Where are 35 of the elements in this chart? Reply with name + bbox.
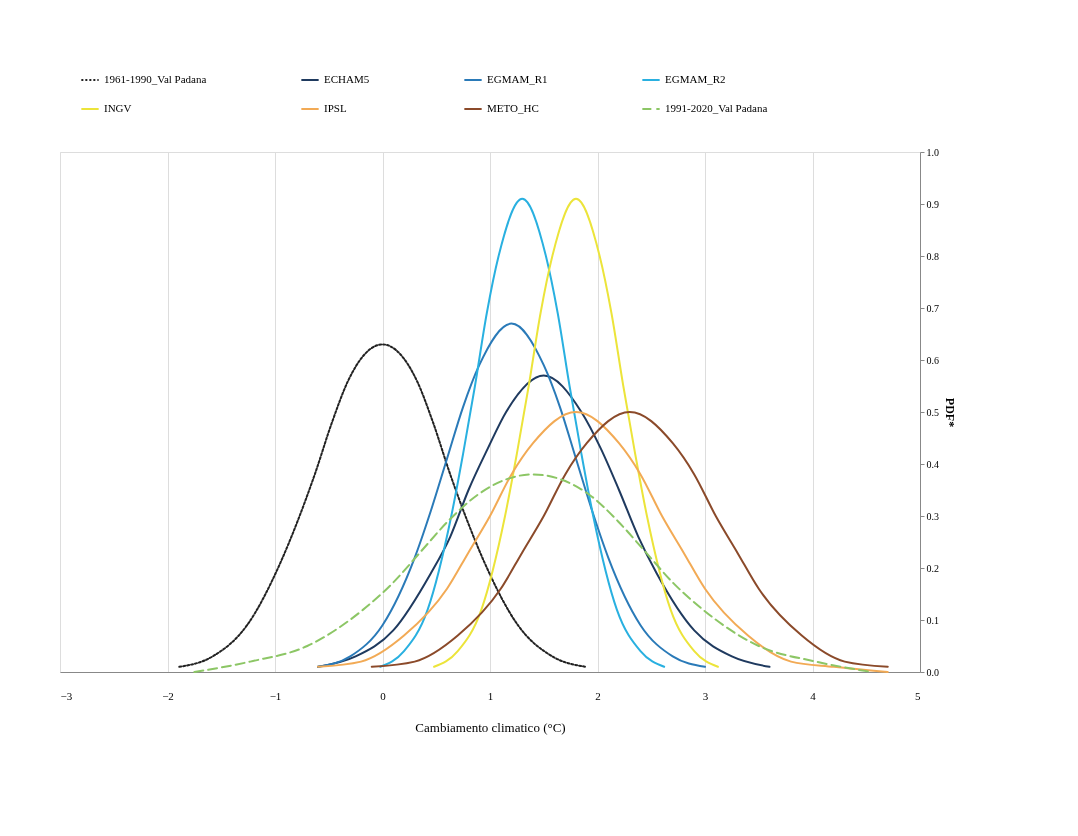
y-tick-label: 0.8 — [926, 250, 939, 262]
legend-label: INGV — [104, 102, 132, 114]
legend-label: 1991-2020_Val Padana — [665, 102, 768, 114]
x-tick-label: 1 — [487, 689, 494, 702]
y-tick-label: 0.3 — [926, 510, 939, 522]
x-tick-label: 3 — [702, 689, 709, 702]
y-tick-label: 0.5 — [926, 406, 939, 418]
legend-label: IPSL — [324, 102, 347, 114]
x-tick-label: −2 — [162, 689, 174, 702]
line-series — [433, 197, 719, 668]
legend-label: 1961-1990_Val Padana — [104, 73, 207, 85]
x-tick-label: 4 — [810, 689, 817, 702]
line-series — [379, 197, 666, 668]
y-tick-label: 0.6 — [926, 354, 939, 366]
legend-label: METO_HC — [487, 102, 539, 114]
x-tick-label: 2 — [595, 689, 601, 702]
x-tick-label: 0 — [380, 689, 387, 702]
y-tick-label: 0.2 — [926, 562, 939, 574]
line-series — [317, 322, 706, 668]
y-tick-label: 1.0 — [926, 146, 939, 158]
legend-label: EGMAM_R1 — [487, 73, 548, 85]
y-tick-label: 0.9 — [926, 198, 939, 210]
y-tick-label: 0.4 — [926, 458, 939, 470]
x-tick-label: 5 — [915, 689, 921, 702]
y-tick-label: 0.7 — [926, 302, 939, 314]
legend-label: EGMAM_R2 — [665, 73, 726, 85]
x-tick-label: −3 — [60, 689, 73, 702]
line-series — [317, 374, 771, 668]
y-axis-title: PDF* — [943, 397, 957, 428]
legend-label: ECHAM5 — [324, 73, 370, 85]
y-tick-label: 0.0 — [926, 666, 939, 678]
x-axis-title: Cambiamento climatico (°C) — [415, 719, 566, 735]
line-series — [178, 343, 587, 668]
x-tick-label: −1 — [269, 689, 282, 702]
y-tick-label: 0.1 — [926, 614, 939, 626]
